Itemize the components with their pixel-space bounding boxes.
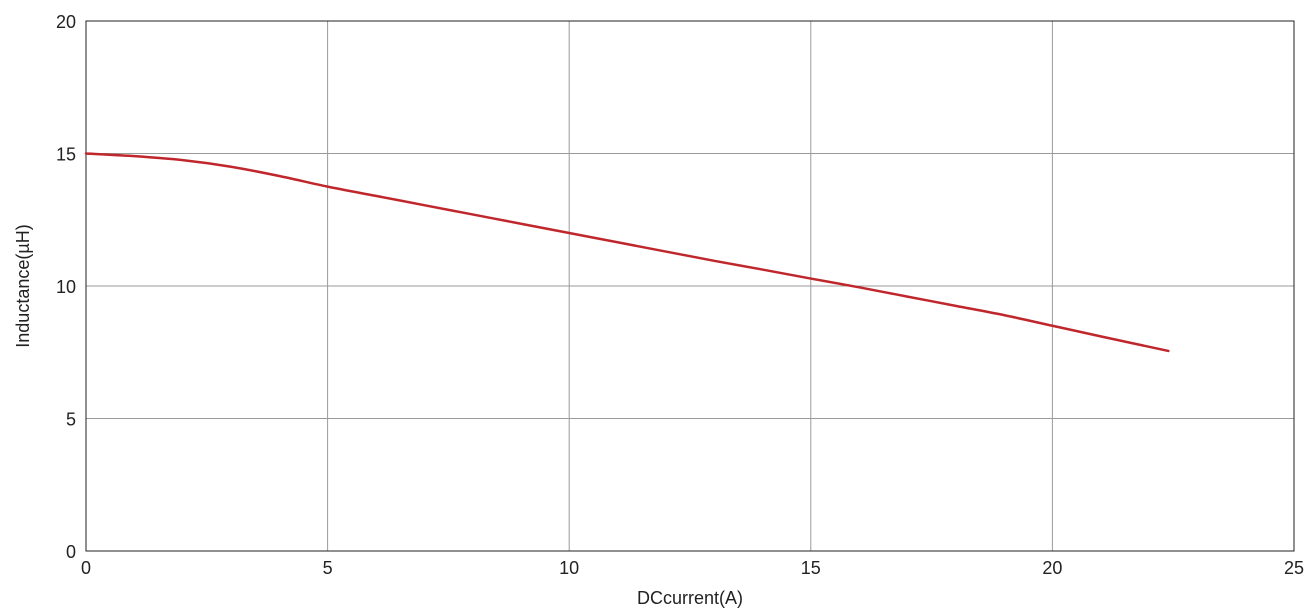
y-tick-label-1: 5 xyxy=(66,410,76,430)
grid xyxy=(86,21,1294,551)
x-tick-label-5: 25 xyxy=(1284,558,1304,578)
y-tick-label-4: 20 xyxy=(56,12,76,32)
x-tick-label-0: 0 xyxy=(81,558,91,578)
x-axis-title: DCcurrent(A) xyxy=(637,588,743,608)
y-tick-label-2: 10 xyxy=(56,277,76,297)
y-tick-labels: 0 5 10 15 20 xyxy=(56,12,76,562)
y-tick-label-3: 15 xyxy=(56,145,76,165)
y-tick-label-0: 0 xyxy=(66,542,76,562)
x-tick-label-4: 20 xyxy=(1042,558,1062,578)
series-layer xyxy=(86,154,1168,351)
x-tick-label-1: 5 xyxy=(323,558,333,578)
x-tick-label-2: 10 xyxy=(559,558,579,578)
series-line-0 xyxy=(86,154,1168,351)
x-tick-label-3: 15 xyxy=(801,558,821,578)
x-tick-labels: 0 5 10 15 20 25 xyxy=(81,558,1304,578)
y-axis-title: Inductance(µH) xyxy=(13,224,33,347)
